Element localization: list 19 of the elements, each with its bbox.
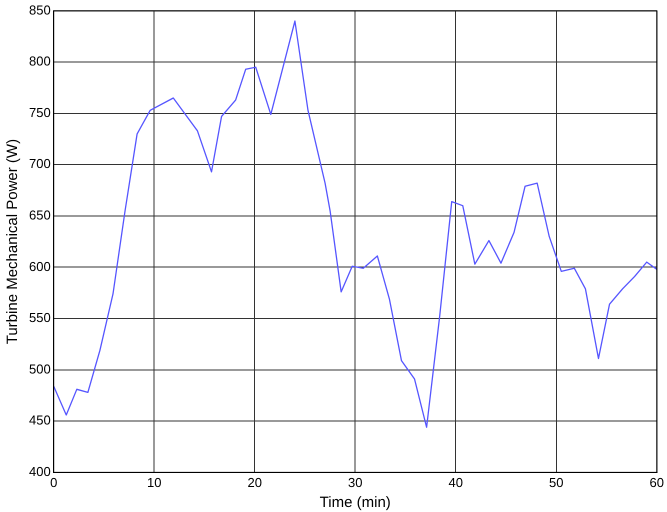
x-tick-label: 40 <box>448 474 463 490</box>
x-tick-label: 10 <box>146 474 162 490</box>
y-tick-label: 650 <box>28 208 51 223</box>
y-tick-label: 400 <box>28 464 51 479</box>
x-tick-label: 20 <box>247 474 262 490</box>
x-tick-label: 50 <box>549 474 564 490</box>
x-tick-label: 0 <box>50 474 58 490</box>
y-axis-title: Turbine Mechanical Power (W) <box>4 138 22 344</box>
y-tick-label: 700 <box>28 156 51 172</box>
y-tick-label: 750 <box>28 104 51 120</box>
x-tick-label: 30 <box>348 474 362 490</box>
y-tick-label: 600 <box>28 258 51 274</box>
y-tick-label: 850 <box>28 2 51 18</box>
y-tick-label: 450 <box>28 412 51 428</box>
x-tick-label: 60 <box>650 474 664 490</box>
x-axis-title: Time (min) <box>320 494 391 512</box>
y-tick-label: 550 <box>28 310 51 326</box>
y-tick-label: 800 <box>28 54 51 69</box>
y-tick-label: 500 <box>28 361 51 376</box>
